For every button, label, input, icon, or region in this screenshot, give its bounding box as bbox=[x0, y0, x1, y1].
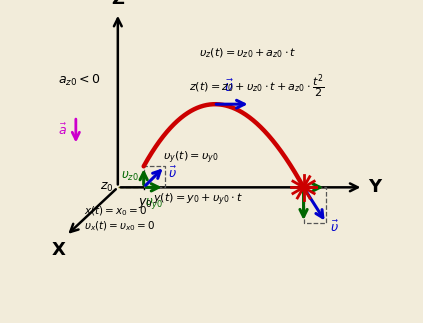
Text: $\upsilon_{y0}$: $\upsilon_{y0}$ bbox=[145, 196, 163, 211]
Text: $\vec{\upsilon}$: $\vec{\upsilon}$ bbox=[330, 220, 339, 235]
Text: $\vec{a}$: $\vec{a}$ bbox=[58, 123, 68, 139]
Text: Z: Z bbox=[111, 0, 124, 8]
Text: $y(t) = y_0 + \upsilon_{y0} \cdot t$: $y(t) = y_0 + \upsilon_{y0} \cdot t$ bbox=[154, 192, 243, 208]
Text: $\upsilon_z(t) = \upsilon_{z0} + a_{z0} \cdot t$: $\upsilon_z(t) = \upsilon_{z0} + a_{z0} … bbox=[198, 47, 296, 60]
Text: $\vec{\upsilon}$: $\vec{\upsilon}$ bbox=[168, 166, 177, 181]
Text: $z_0$: $z_0$ bbox=[100, 181, 114, 194]
Text: $\upsilon_{z0}$: $\upsilon_{z0}$ bbox=[121, 170, 139, 183]
Text: $z(t) = z_0 + \upsilon_{z0} \cdot t + a_{z0} \cdot \dfrac{t^2}{2}$: $z(t) = z_0 + \upsilon_{z0} \cdot t + a_… bbox=[189, 73, 324, 101]
Text: $\upsilon_y(t) = \upsilon_{y0}$: $\upsilon_y(t) = \upsilon_{y0}$ bbox=[163, 150, 219, 166]
Text: Y: Y bbox=[368, 178, 381, 196]
Text: $a_{z0} < 0$: $a_{z0} < 0$ bbox=[58, 73, 101, 88]
Text: $\vec{\upsilon}$: $\vec{\upsilon}$ bbox=[225, 78, 235, 95]
Text: $y_0$: $y_0$ bbox=[138, 196, 153, 210]
Text: $x(t) = x_0 = 0$: $x(t) = x_0 = 0$ bbox=[84, 205, 147, 218]
Text: $\upsilon_x(t) = \upsilon_{x0} = 0$: $\upsilon_x(t) = \upsilon_{x0} = 0$ bbox=[84, 219, 155, 233]
Text: X: X bbox=[52, 241, 66, 259]
